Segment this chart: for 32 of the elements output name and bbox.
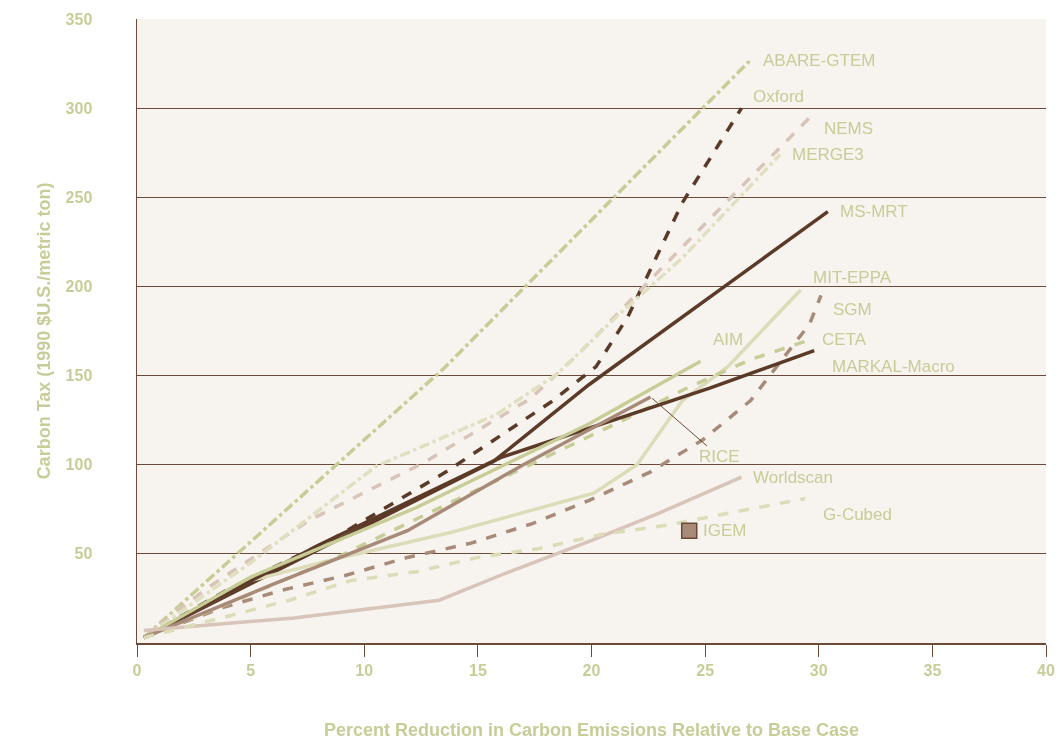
- series-label: IGEM: [703, 521, 747, 540]
- y-tick-label: 250: [65, 188, 93, 206]
- y-tick-label: 150: [65, 367, 93, 385]
- x-tick-label: 15: [468, 661, 487, 679]
- series-label: MS-MRT: [840, 202, 908, 221]
- y-tick-label: 200: [65, 278, 93, 296]
- x-axis-title: Percent Reduction in Carbon Emissions Relative to Base Case: [323, 720, 860, 740]
- x-tick-label: 0: [132, 661, 142, 679]
- series-label: MERGE3: [792, 145, 864, 164]
- y-tick-label: 300: [65, 99, 93, 117]
- series-label: MIT-EPPA: [813, 268, 892, 287]
- text: RICE: [699, 447, 740, 466]
- y-tick-label: 100: [65, 456, 93, 474]
- series-label: SGM: [833, 300, 872, 319]
- series-label: ABARE-GTEM: [763, 51, 876, 70]
- series-label: NEMS: [824, 119, 874, 138]
- x-tick-label: 25: [696, 661, 715, 679]
- x-tick-label: 35: [923, 661, 942, 679]
- series-label: CETA: [822, 330, 867, 349]
- series-label: MARKAL-Macro: [832, 357, 955, 376]
- x-tick-label: 40: [1037, 661, 1055, 679]
- x-tick-label: 10: [355, 661, 374, 679]
- y-tick-label: 50: [74, 545, 93, 563]
- x-tick-label: 5: [246, 661, 256, 679]
- y-axis-title: Carbon Tax (1990 $U.S./metric ton): [34, 182, 55, 480]
- y-tick-label: 350: [65, 10, 93, 28]
- x-tick-label: 30: [809, 661, 828, 679]
- series-label: G-Cubed: [823, 505, 892, 524]
- series-label: Worldscan: [753, 468, 833, 487]
- series-label: Oxford: [753, 87, 805, 106]
- series-label: AIM: [713, 330, 744, 349]
- x-tick-label: 20: [582, 661, 601, 679]
